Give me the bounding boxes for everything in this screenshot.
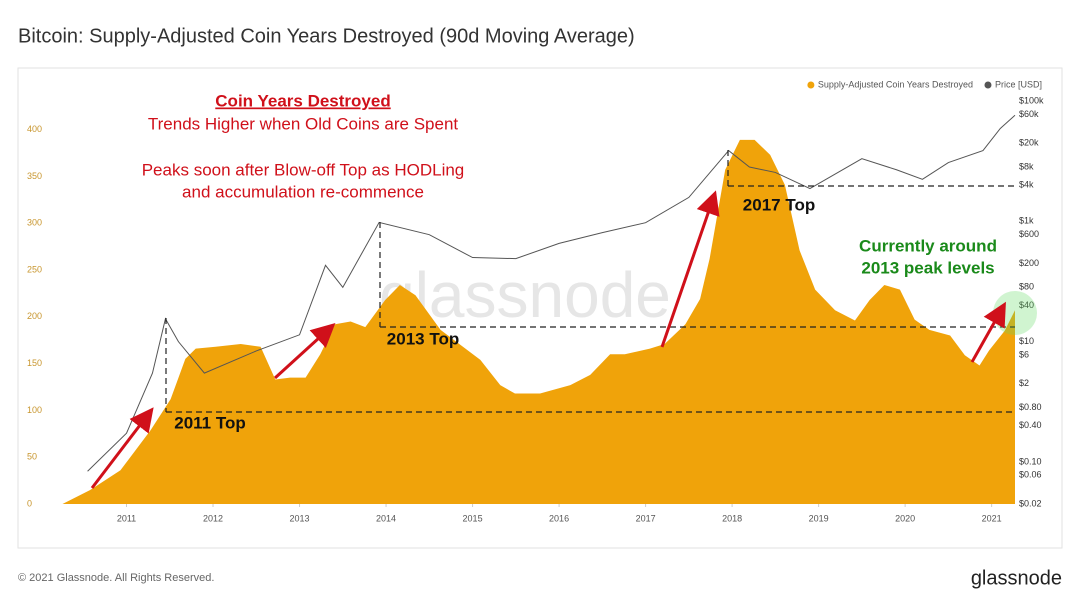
annotation: 2013 Top — [387, 329, 459, 348]
y2-tick-label: $6 — [1019, 349, 1029, 359]
y2-tick-label: $0.02 — [1019, 498, 1042, 508]
price-line — [87, 114, 1016, 472]
annotation-lines — [165, 150, 1015, 413]
y2-tick-label: $0.10 — [1019, 456, 1042, 466]
y-tick-label: 300 — [27, 218, 42, 228]
arrows — [90, 190, 1006, 489]
y2-tick-label: $0.40 — [1019, 420, 1042, 430]
y-tick-label: 150 — [27, 358, 42, 368]
annotation: 2013 peak levels — [861, 258, 994, 277]
y2-tick-label: $0.06 — [1019, 470, 1042, 480]
x-tick-label: 2020 — [895, 513, 915, 523]
y2-tick-label: $60k — [1019, 109, 1039, 119]
annotation: 2017 Top — [743, 195, 815, 214]
y2-tick-label: $100k — [1019, 95, 1044, 105]
annotation: Peaks soon after Blow-off Top as HODLing — [142, 160, 465, 179]
arrow — [660, 190, 720, 348]
brand-logo: glassnode — [971, 567, 1062, 589]
y-tick-label: 400 — [27, 124, 42, 134]
x-tick-label: 2021 — [982, 513, 1002, 523]
y2-tick-label: $1k — [1019, 216, 1034, 226]
y2-tick-label: $2 — [1019, 378, 1029, 388]
y2-tick-label: $40 — [1019, 300, 1034, 310]
area — [62, 139, 1015, 504]
legend-label: Price [USD] — [995, 79, 1042, 89]
arrow — [90, 407, 154, 489]
annotation: 2011 Top — [174, 413, 246, 432]
y-tick-label: 50 — [27, 452, 37, 462]
arrow — [273, 322, 336, 380]
y-tick-label: 200 — [27, 311, 42, 321]
annotation: Currently around — [859, 236, 997, 255]
x-tick-label: 2012 — [203, 513, 223, 523]
x-tick-label: 2019 — [809, 513, 829, 523]
x-tick-label: 2011 — [117, 513, 136, 523]
y2-tick-label: $600 — [1019, 229, 1039, 239]
x-tick-label: 2017 — [636, 513, 656, 523]
annotation: and accumulation re-commence — [182, 182, 424, 201]
x-tick-label: 2014 — [376, 513, 396, 523]
legend-swatch — [807, 81, 815, 89]
y2-tick-label: $0.80 — [1019, 402, 1042, 412]
x-tick-label: 2013 — [290, 513, 310, 523]
annotation: Coin Years Destroyed — [215, 91, 390, 110]
arrow — [970, 301, 1006, 363]
legend-swatch — [984, 81, 992, 89]
y-tick-label: 350 — [27, 171, 42, 181]
y2-tick-label: $200 — [1019, 258, 1039, 268]
x-tick-label: 2016 — [549, 513, 569, 523]
y2-tick-label: $4k — [1019, 180, 1034, 190]
footer: © 2021 Glassnode. All Rights Reserved. — [18, 572, 214, 584]
x-tick-label: 2018 — [722, 513, 742, 523]
plot: 0 50 100 150 200 250 300 350 400 $100k $60k $20k $8k… — [27, 79, 1044, 523]
legend-label: Supply-Adjusted Coin Years Destroyed — [818, 79, 973, 89]
y2-tick-label: $10 — [1019, 336, 1034, 346]
chart-title: Bitcoin: Supply-Adjusted Coin Years Dest… — [18, 25, 635, 47]
y-tick-label: 0 — [27, 498, 32, 508]
x-tick-label: 2015 — [463, 513, 483, 523]
y2-tick-label: $80 — [1019, 282, 1034, 292]
y-tick-label: 100 — [27, 405, 42, 415]
y2-tick-label: $20k — [1019, 137, 1039, 147]
y-tick-label: 250 — [27, 264, 42, 274]
y2-tick-label: $8k — [1019, 161, 1034, 171]
annotation: Trends Higher when Old Coins are Spent — [148, 114, 459, 133]
